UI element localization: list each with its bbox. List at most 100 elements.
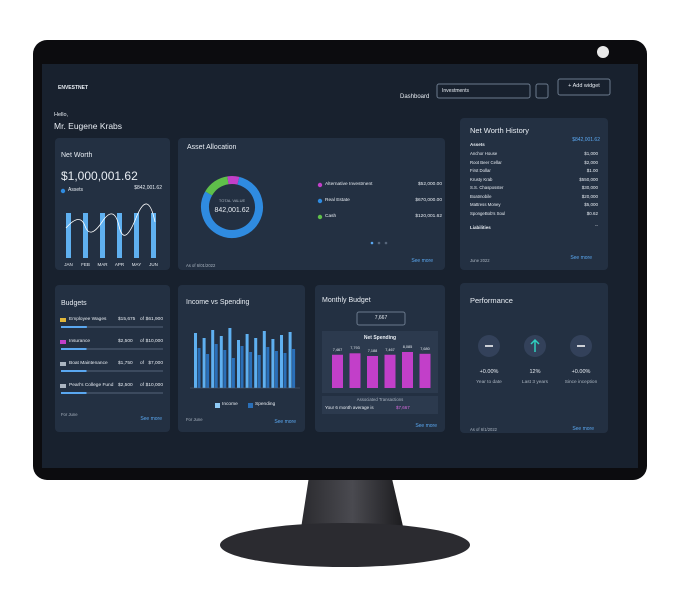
see-more[interactable]: See more (411, 258, 433, 264)
text: $1,000 (584, 151, 598, 156)
bar (197, 348, 201, 388)
text: 842,001.62 (214, 207, 250, 214)
bar (231, 358, 235, 388)
progress (61, 370, 87, 372)
brand: ENVESTNET (58, 85, 89, 91)
bar (292, 349, 296, 388)
bar (271, 339, 275, 388)
bar (266, 347, 270, 388)
text: $15,675 (118, 317, 136, 322)
text: +0.00% (479, 369, 499, 375)
stand-base (220, 523, 470, 567)
text: Boatmobile (470, 193, 492, 199)
bar (249, 352, 253, 388)
text: Krusty Krab (470, 176, 493, 182)
see-more[interactable]: See more (140, 416, 162, 422)
text: -- (595, 223, 598, 228)
bar (214, 344, 218, 388)
bar (288, 332, 292, 388)
donut-segment (201, 176, 263, 238)
add-button (557, 78, 611, 96)
icon (60, 340, 66, 344)
text: Boat Maintenance (69, 361, 108, 366)
note-bg (322, 396, 438, 414)
text: TOTAL VALUE (218, 198, 246, 203)
bar (349, 353, 361, 388)
x-label: JUN (149, 262, 158, 267)
bar (202, 338, 206, 388)
text: $842,001.62 (572, 137, 600, 143)
text: $2,500 (118, 339, 133, 344)
text: Net Worth (61, 152, 93, 159)
text: $10,000 (145, 383, 163, 388)
menu-button (535, 83, 549, 99)
select[interactable]: Investments (442, 88, 469, 94)
text: 12% (529, 369, 541, 375)
see-more[interactable]: See more (572, 426, 594, 432)
card (55, 138, 170, 270)
x-label: JAN (64, 262, 73, 267)
text: Since inception (564, 380, 598, 385)
value-label: 7,793 (350, 346, 360, 351)
net-worth-value: $1,000,001.62 (61, 169, 138, 183)
bar (384, 354, 396, 388)
icon (60, 384, 66, 388)
text: $61,900 (145, 317, 163, 322)
progress-track (61, 326, 163, 328)
text: $10,000 (145, 339, 163, 344)
text: $7,667 (396, 405, 410, 410)
text: Associated Transactions (356, 397, 404, 402)
text: Real Estate (325, 198, 350, 203)
see-more[interactable]: See more (570, 255, 592, 261)
value-label: 7,467 (332, 347, 343, 352)
text: Assets (68, 187, 84, 193)
text: $52,000.00 (417, 182, 442, 187)
bar (211, 330, 215, 388)
avatar (597, 46, 609, 58)
card (460, 118, 608, 270)
icon (60, 318, 66, 322)
text: Monthly Budget (322, 297, 371, 304)
bar (419, 353, 431, 388)
label: Dashboard (400, 94, 430, 100)
text: of (140, 317, 145, 322)
pager-dot (370, 241, 374, 245)
text: Income vs Spending (186, 299, 250, 306)
text: of (140, 383, 145, 388)
add-widget[interactable]: + Add widget (568, 83, 600, 89)
pager-dot (377, 241, 381, 245)
text: $7,000 (148, 361, 163, 366)
see-more[interactable]: See more (274, 419, 296, 425)
bar (262, 331, 266, 388)
bar (280, 335, 283, 388)
card (55, 285, 170, 432)
bar (332, 354, 343, 388)
bar (219, 336, 223, 388)
legend-dot (317, 214, 323, 220)
bar (100, 213, 105, 258)
text: S.S. Chasposster (470, 185, 504, 190)
text: $2,000 (584, 159, 598, 165)
bar (66, 213, 71, 258)
text: $670,000.00 (415, 198, 442, 203)
legend-swatch (215, 403, 220, 408)
text: $1,750 (118, 361, 133, 366)
bar (194, 333, 197, 388)
trend (65, 203, 156, 236)
progress-track (61, 348, 163, 350)
bar (402, 352, 413, 388)
text: Employee Wages (69, 317, 107, 322)
text: Budgets (61, 300, 87, 307)
text: Pearl's College Fund (69, 383, 114, 388)
progress (61, 326, 87, 328)
text: For June (186, 417, 203, 422)
text: Anchor House (470, 151, 498, 156)
text: of (140, 361, 145, 366)
text: SpongeBob's Soul (470, 210, 506, 216)
text: Your 6 month average is (325, 405, 374, 410)
see-more[interactable]: See more (415, 423, 437, 429)
bar (254, 338, 258, 388)
text: Year to date (476, 380, 502, 385)
stepper[interactable]: 7,667 (374, 315, 388, 321)
